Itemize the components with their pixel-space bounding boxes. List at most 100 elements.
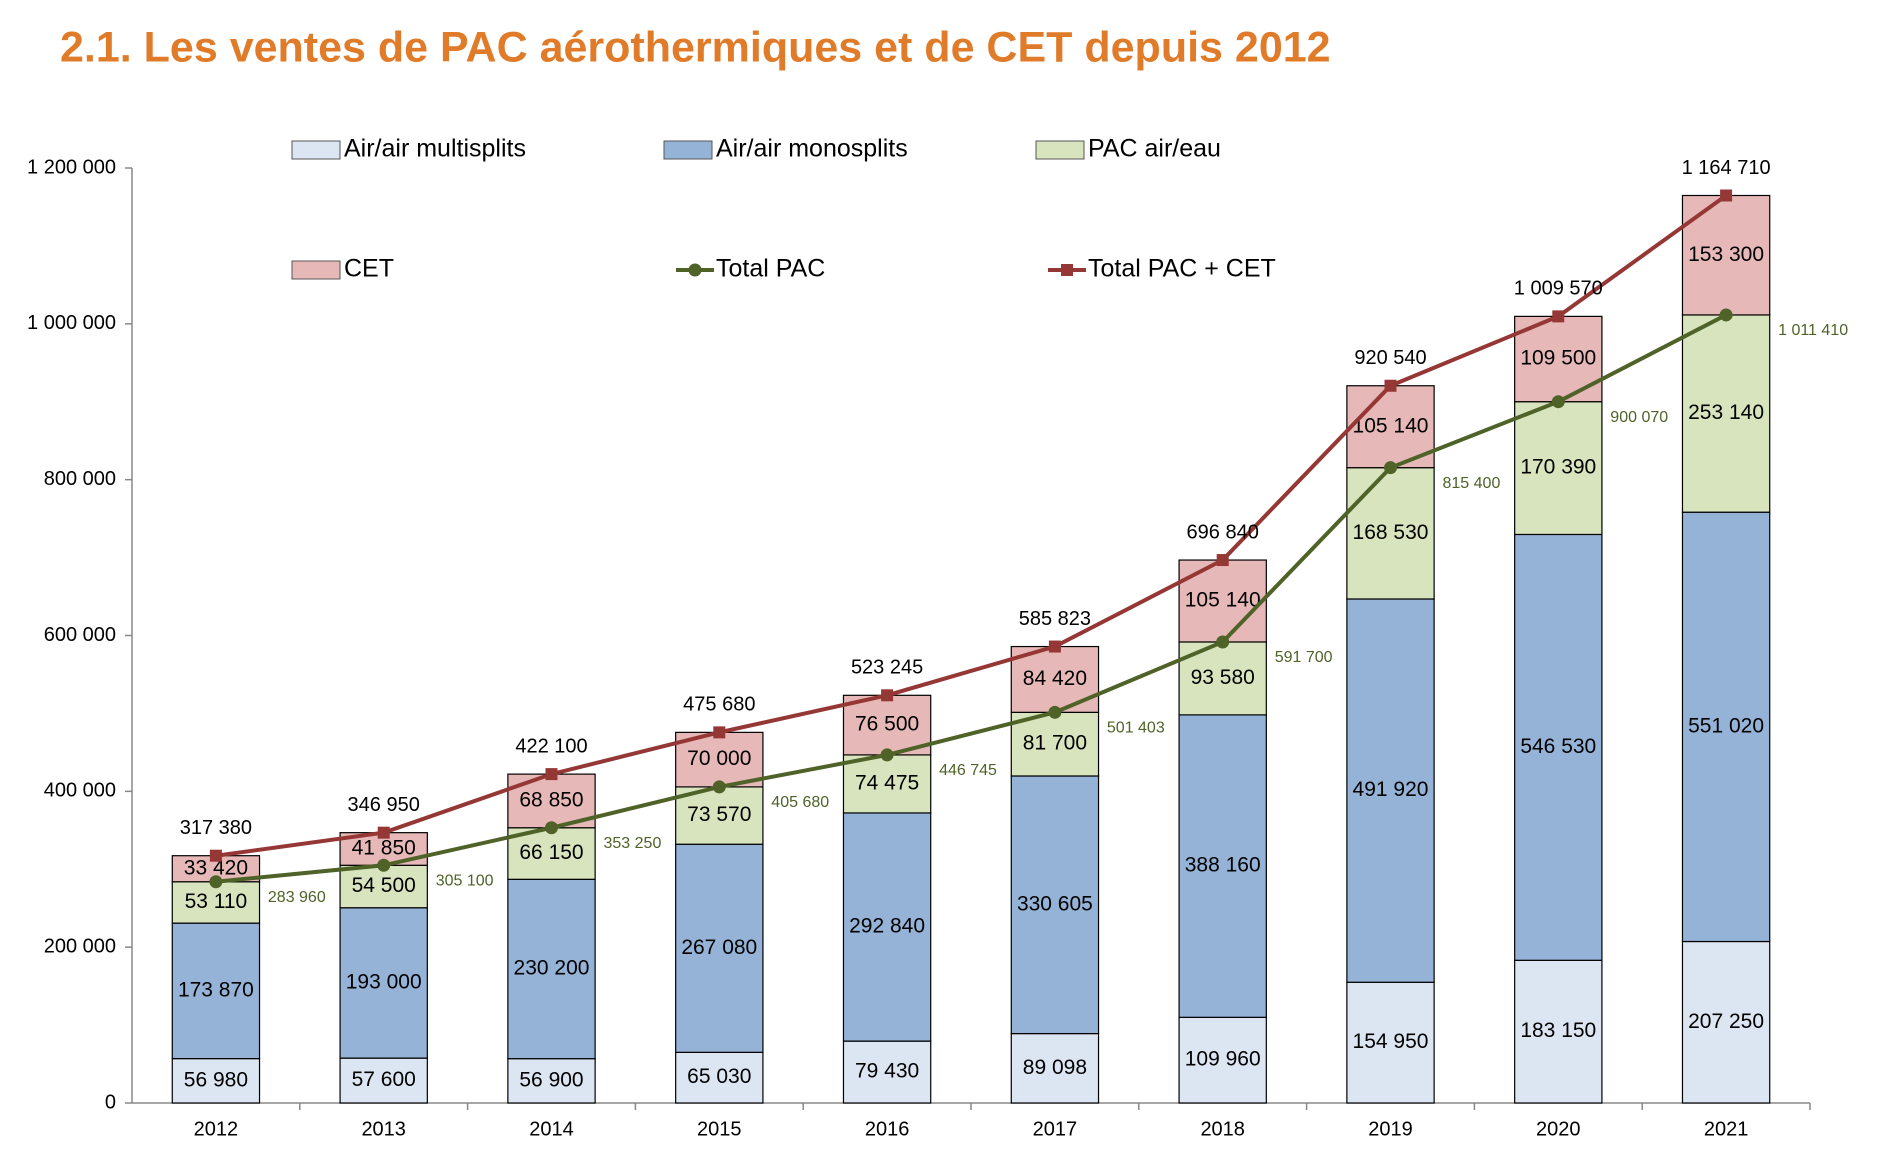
bar-value-label: 54 500 (352, 874, 416, 897)
bar-segment (842, 812, 932, 1042)
bar-value-label: 89 098 (1023, 1056, 1087, 1079)
line-marker (1216, 635, 1230, 649)
x-tick-label: 2021 (1704, 1118, 1749, 1140)
bar-value-label: 68 850 (519, 788, 583, 811)
line-marker (1551, 395, 1565, 409)
bar-value-label: 109 500 (1520, 347, 1596, 370)
bar-segment (1346, 598, 1435, 983)
legend-swatch (1035, 140, 1085, 160)
y-tick-label: 1 000 000 (27, 312, 116, 334)
bar-value-label: 33 420 (184, 856, 248, 879)
x-tick-label: 2012 (194, 1118, 239, 1140)
x-tick-label: 2018 (1200, 1118, 1245, 1140)
bar-segment (507, 878, 596, 1060)
bar-value-label: 230 200 (514, 957, 590, 980)
bar-value-label: 207 250 (1688, 1010, 1764, 1033)
line-marker (545, 768, 558, 781)
line-value-label: 696 840 (1187, 521, 1259, 543)
x-tick-label: 2013 (361, 1118, 406, 1140)
y-tick-label: 200 000 (44, 935, 116, 957)
legend-label: CET (344, 255, 394, 283)
bar-value-label: 73 570 (687, 803, 751, 826)
bar-value-label: 253 140 (1688, 401, 1764, 424)
legend-swatch (663, 140, 713, 160)
line-marker (1216, 554, 1229, 567)
line-value-label: 591 700 (1275, 649, 1333, 666)
line-marker (1384, 461, 1397, 475)
bar-value-label: 79 430 (855, 1060, 919, 1083)
bar-value-label: 388 160 (1185, 854, 1261, 877)
line-value-label: 1 011 410 (1778, 322, 1848, 339)
line (215, 313, 1728, 884)
bar-value-label: 170 390 (1520, 456, 1596, 479)
line-value-label: 1 164 710 (1682, 157, 1771, 179)
x-tick-label: 2017 (1033, 1118, 1078, 1140)
line-marker (545, 821, 558, 835)
line-value-label: 353 250 (604, 835, 662, 852)
bar-value-label: 66 150 (519, 841, 583, 864)
legend-label: Total PAC (716, 255, 825, 283)
line-value-label: 405 680 (771, 794, 829, 811)
bar-value-label: 173 870 (178, 978, 254, 1001)
line-marker (880, 748, 894, 762)
bar-segment (171, 922, 261, 1060)
x-tick-label: 2019 (1368, 1118, 1413, 1140)
bar-segment (171, 881, 261, 924)
chart-title: 2.1. Les ventes de PAC aérothermiques et… (60, 23, 1331, 71)
y-tick-label: 400 000 (44, 780, 116, 802)
bar-value-label: 41 850 (352, 837, 416, 860)
x-tick-label: 2020 (1536, 1118, 1581, 1140)
line-value-label: 283 960 (268, 889, 326, 906)
x-tick-label: 2016 (865, 1118, 910, 1140)
bar-value-label: 70 000 (687, 747, 751, 770)
y-tick-label: 600 000 (44, 624, 116, 646)
bar-value-label: 56 980 (184, 1068, 248, 1091)
bar-segment (507, 1058, 596, 1104)
bar-value-label: 267 080 (681, 936, 757, 959)
line-marker (1048, 640, 1061, 653)
bar-value-label: 154 950 (1353, 1030, 1429, 1053)
bar-value-label: 109 960 (1185, 1048, 1261, 1071)
bar-segment (1178, 1016, 1267, 1104)
line-value-label: 446 745 (939, 762, 997, 779)
line-value-label: 585 823 (1019, 608, 1091, 630)
bar-value-label: 93 580 (1191, 666, 1255, 689)
legend-label: Total PAC + CET (1088, 255, 1276, 283)
bar-value-label: 551 020 (1688, 714, 1764, 737)
bar-value-label: 76 500 (855, 713, 919, 736)
bar-segment (339, 907, 428, 1059)
bar-value-label: 546 530 (1520, 735, 1596, 758)
line-marker (1552, 310, 1565, 323)
bar-value-label: 81 700 (1023, 732, 1087, 755)
line-value-label: 900 070 (1610, 409, 1668, 426)
line-value-label: 523 245 (851, 657, 923, 679)
line (215, 193, 1728, 858)
bar-value-label: 74 475 (855, 771, 919, 794)
line-value-label: 920 540 (1354, 347, 1426, 369)
line-marker (1384, 379, 1397, 392)
legend-swatch (1061, 264, 1073, 276)
y-tick-label: 0 (105, 1091, 116, 1113)
line-value-label: 1 009 570 (1514, 278, 1603, 300)
bar-value-label: 84 420 (1023, 667, 1087, 690)
bar-segment (675, 786, 764, 845)
bar-value-label: 183 150 (1520, 1019, 1596, 1042)
bar-value-label: 491 920 (1353, 778, 1429, 801)
y-tick-label: 800 000 (44, 468, 116, 490)
line-marker (713, 726, 726, 739)
bar-value-label: 153 300 (1688, 243, 1764, 266)
bar-value-label: 105 140 (1185, 589, 1261, 612)
bar-segment (1178, 714, 1267, 1018)
line-marker (1048, 705, 1062, 719)
bar-segment (339, 1057, 428, 1104)
bar-segment (842, 1040, 932, 1104)
bar-value-label: 168 530 (1353, 521, 1429, 544)
legend-label: Air/air multisplits (344, 135, 526, 163)
line-marker (209, 849, 222, 862)
line-marker (881, 689, 894, 702)
line-marker (377, 858, 391, 872)
bar-segment (842, 694, 932, 756)
bar-segment (675, 1051, 764, 1104)
